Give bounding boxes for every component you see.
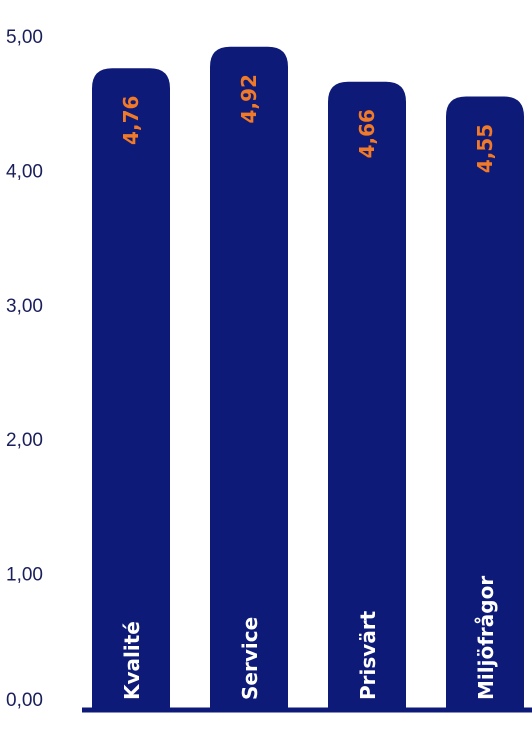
bar (210, 46, 288, 708)
y-tick-label: 5,00 (6, 27, 43, 48)
y-axis: 0,00 1,00 2,00 3,00 4,00 5,00 (6, 27, 43, 711)
bar (92, 68, 170, 709)
data-label: 4,92 (237, 74, 261, 123)
category-label: Prisvärt (356, 610, 380, 700)
bar (328, 81, 406, 709)
bars: 4,76 Kvalité 4,92 Service 4,66 Prisvärt 4,55 Mi… (92, 46, 524, 709)
data-label: 4,76 (119, 96, 143, 145)
bar (446, 96, 524, 709)
data-label: 4,66 (355, 109, 379, 158)
data-label: 4,55 (473, 124, 497, 173)
y-tick-label: 4,00 (6, 161, 43, 182)
y-tick-label: 0,00 (6, 690, 43, 711)
y-tick-label: 1,00 (6, 565, 43, 586)
category-label: Miljöfrågor (474, 576, 498, 700)
category-label: Kvalité (120, 621, 144, 700)
y-tick-label: 3,00 (6, 296, 43, 317)
y-tick-label: 2,00 (6, 430, 43, 451)
category-label: Service (238, 617, 262, 700)
